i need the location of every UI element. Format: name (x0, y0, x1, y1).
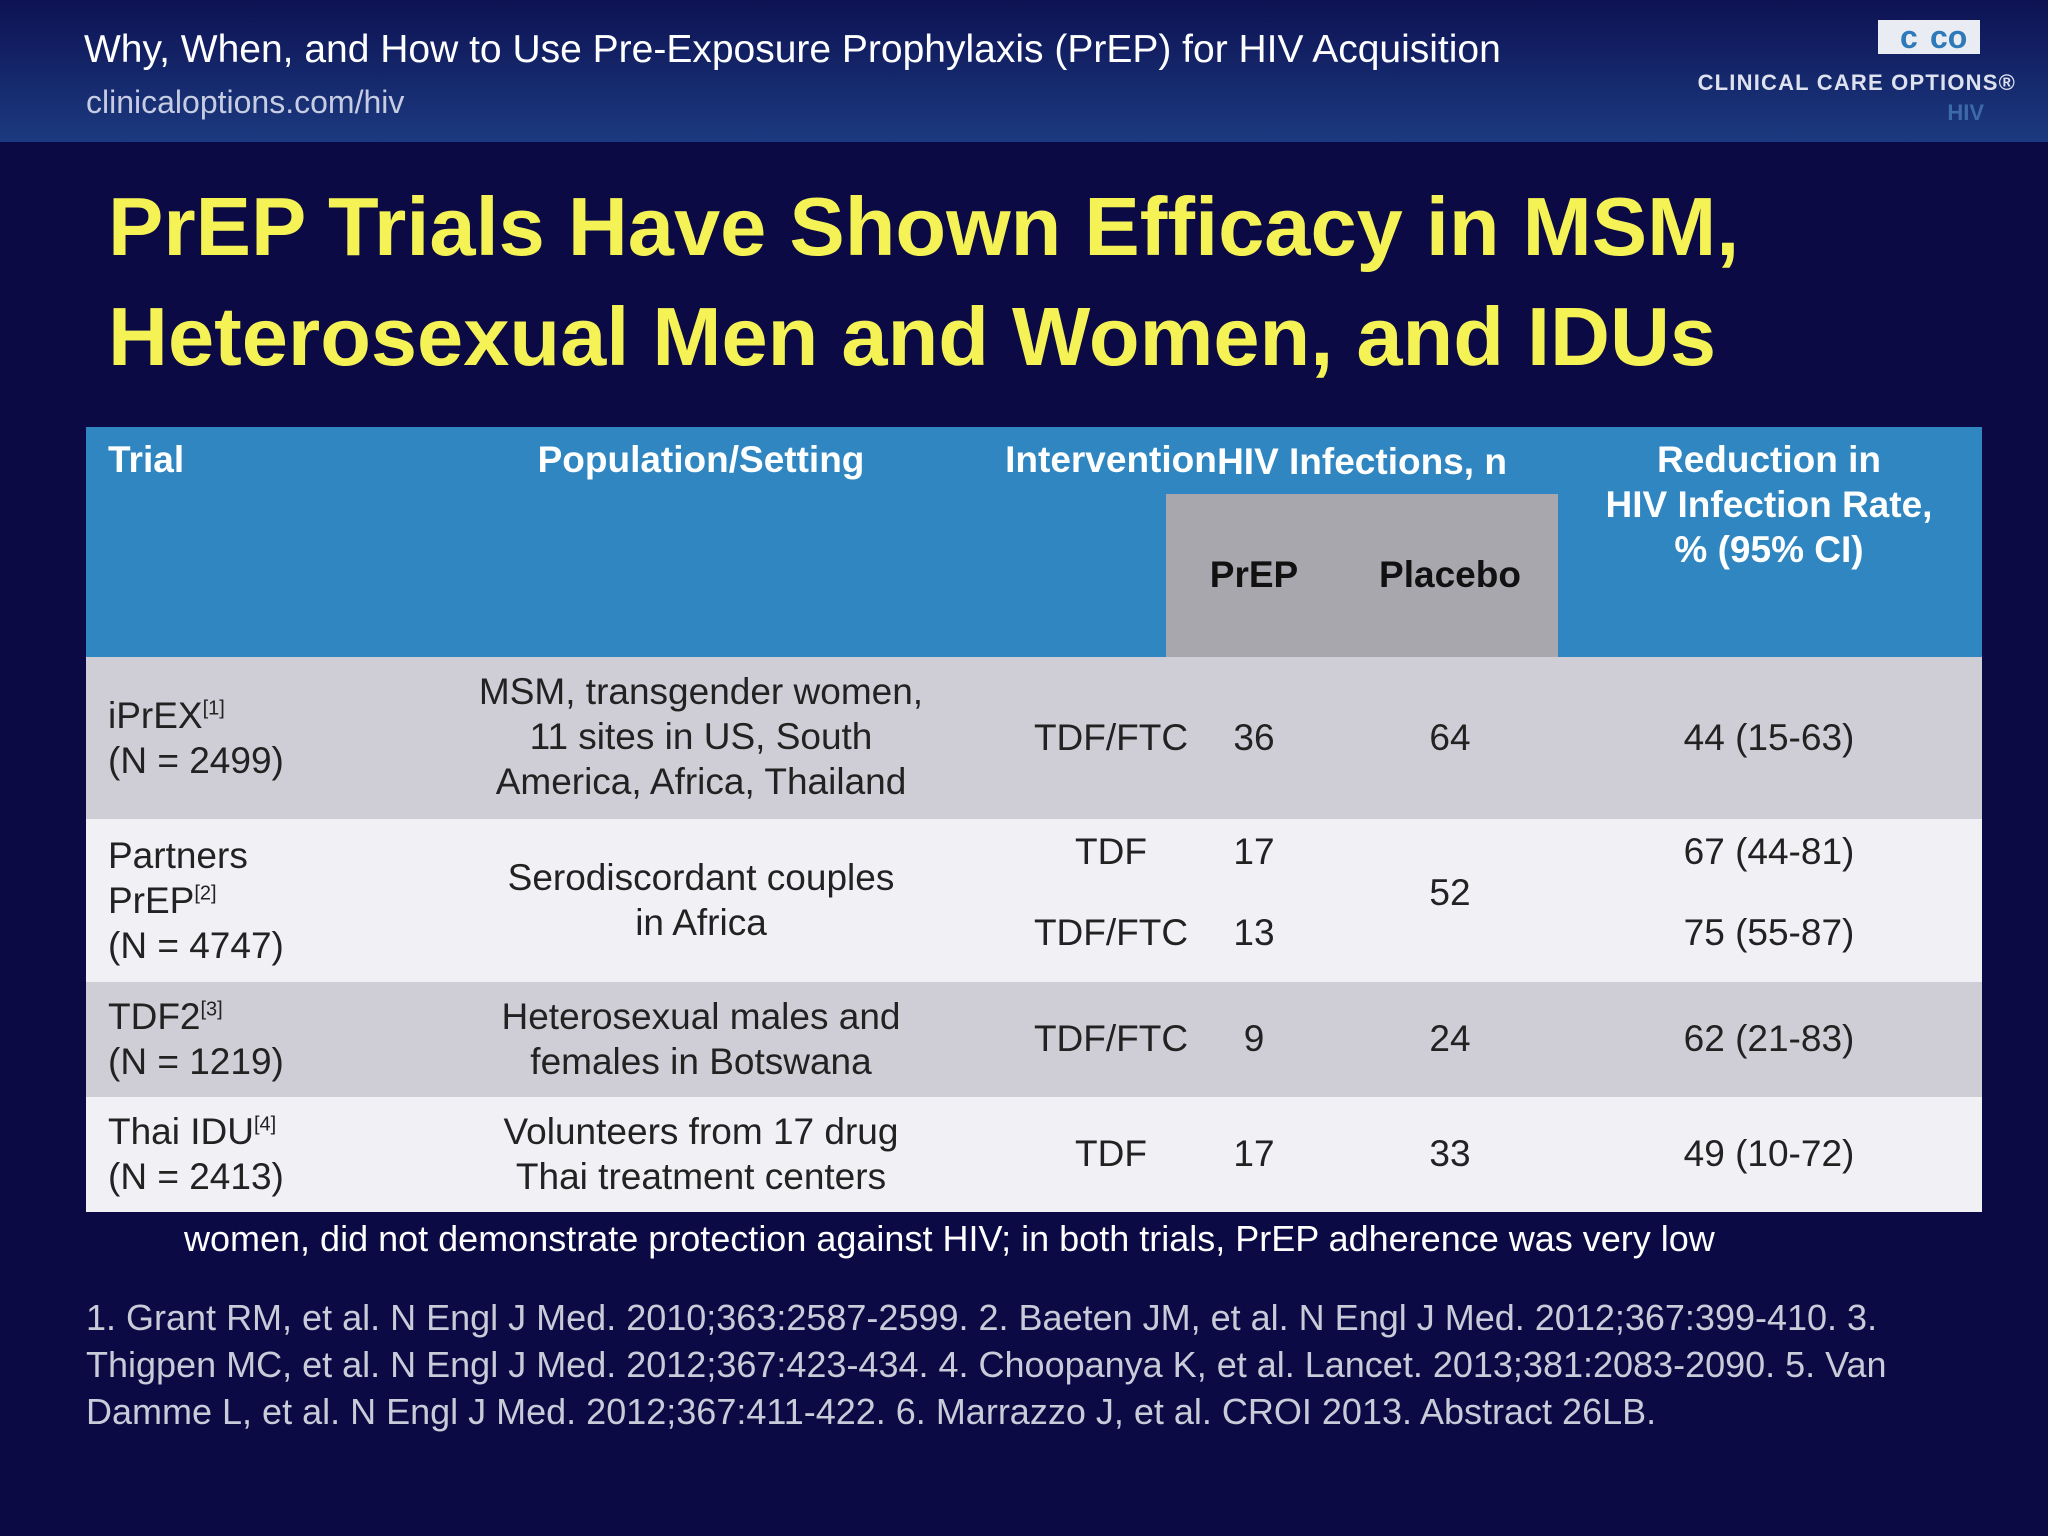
table-row-iprex: iPrEX[1] (N = 2499) MSM, transgender wom… (86, 657, 1982, 819)
header-reduction: Reduction in HIV Infection Rate, % (95% … (1556, 437, 1982, 572)
logo-mark: c co (1878, 19, 1980, 55)
intervention-cell: TDF (1075, 1133, 1147, 1174)
trial-name: Thai IDU (108, 1111, 254, 1152)
trial-ref: [4] (253, 1113, 277, 1136)
intervention-cell-tdf: TDF (1075, 831, 1147, 872)
logo-name: CLINICAL CARE OPTIONS® (1697, 70, 2016, 95)
trial-cell: iPrEX[1] (N = 2499) (108, 693, 284, 783)
trial-n: (N = 2499) (108, 740, 284, 781)
reduction-cell: 62 (21-83) (1683, 1018, 1855, 1059)
header-trial: Trial (108, 439, 185, 480)
logo-mark-left: c (1900, 19, 1918, 55)
header-url: clinicaloptions.com/hiv (86, 84, 405, 120)
clinical-care-options-logo: c co CLINICAL CARE OPTIONS® HIV (1690, 18, 2020, 128)
references: 1. Grant RM, et al. N Engl J Med. 2010;3… (86, 1297, 1887, 1432)
trial-cell: TDF2[3] (N = 1219) (108, 994, 284, 1084)
population-line: 11 sites in US, South (529, 716, 873, 757)
intervention-cell-tdf-ftc: TDF/FTC (1033, 912, 1189, 953)
header-subgroup: PrEP Placebo (1166, 494, 1558, 657)
population-line: Thai treatment centers (515, 1156, 887, 1197)
logo-mark-right: co (1930, 19, 1968, 55)
reduction-cell-tdf-ftc: 75 (55-87) (1683, 912, 1855, 953)
slide-title: PrEP Trials Have Shown Efficacy in MSM, … (108, 172, 1988, 392)
placebo-cell: 64 (1429, 717, 1471, 758)
table-row-partners-prep: Partners PrEP[2] (N = 4747) Serodiscorda… (86, 819, 1982, 982)
trial-ref: [2] (194, 882, 217, 905)
trial-ref: [3] (200, 998, 223, 1021)
header-reduction-line-1: Reduction in (1656, 439, 1882, 480)
header-reduction-line-2: HIV Infection Rate, (1605, 484, 1933, 525)
trial-n: (N = 2413) (108, 1156, 284, 1197)
prep-cell: 36 (1233, 717, 1275, 758)
trial-cell: Partners PrEP[2] (N = 4747) (108, 833, 284, 968)
prep-cell-tdf: 17 (1233, 831, 1275, 872)
header-title: Why, When, and How to Use Pre-Exposure P… (84, 28, 1501, 71)
population-cell: Volunteers from 17 drug Thai treatment c… (376, 1109, 1026, 1199)
prep-cell-tdf-ftc: 13 (1233, 912, 1275, 953)
population-cell: Heterosexual males and females in Botswa… (376, 994, 1026, 1084)
population-cell: Serodiscordant couples in Africa (376, 855, 1026, 945)
placebo-cell: 24 (1429, 1018, 1471, 1059)
header-hiv-infections: HIV Infections, n (1217, 441, 1507, 482)
prep-cell: 17 (1233, 1133, 1275, 1174)
reduction-cell: 49 (10-72) (1683, 1133, 1855, 1174)
population-cell: MSM, transgender women, 11 sites in US, … (376, 669, 1026, 804)
intervention-cell: TDF/FTC (1033, 717, 1189, 758)
reduction-cell-tdf: 67 (44-81) (1683, 831, 1855, 872)
trial-n: (N = 4747) (108, 925, 284, 966)
trial-name: PrEP (108, 880, 195, 921)
header-reduction-line-3: % (95% CI) (1674, 529, 1864, 570)
logo-sub: HIV (1947, 100, 1984, 125)
table-header: Trial Population/Setting Intervention HI… (86, 427, 1982, 657)
population-line: Heterosexual males and (501, 996, 901, 1037)
placebo-cell: 52 (1429, 872, 1471, 913)
prep-cell: 9 (1243, 1018, 1265, 1059)
placebo-cell: 33 (1429, 1133, 1471, 1174)
population-line: Serodiscordant couples (507, 857, 895, 898)
population-line: Volunteers from 17 drug (503, 1111, 899, 1152)
slide-header: Why, When, and How to Use Pre-Exposure P… (0, 0, 2048, 142)
trials-table: Trial Population/Setting Intervention HI… (86, 427, 1982, 1212)
reduction-cell: 44 (15-63) (1683, 717, 1855, 758)
trial-n: (N = 1219) (108, 1041, 284, 1082)
table-row-thai-idu: Thai IDU[4] (N = 2413) Volunteers from 1… (86, 1097, 1982, 1212)
footnote: women, did not demonstrate protection ag… (184, 1218, 1715, 1259)
trial-name: iPrEX (108, 695, 203, 736)
slide-title-line-2: Heterosexual Men and Women, and IDUs (108, 290, 1717, 383)
header-population: Population/Setting (537, 439, 865, 480)
header-prep: PrEP (1209, 554, 1299, 595)
trial-cell: Thai IDU[4] (N = 2413) (108, 1109, 284, 1199)
intervention-cell: TDF/FTC (1033, 1018, 1189, 1059)
population-line: MSM, transgender women, (478, 671, 924, 712)
trial-ref: [1] (202, 697, 225, 720)
population-line: females in Botswana (530, 1041, 872, 1082)
population-line: America, Africa, Thailand (495, 761, 907, 802)
header-intervention: Intervention (1005, 439, 1217, 480)
slide-title-line-1: PrEP Trials Have Shown Efficacy in MSM, (108, 180, 1740, 273)
population-line: in Africa (635, 902, 767, 943)
header-placebo: Placebo (1379, 554, 1521, 595)
table-row-tdf2: TDF2[3] (N = 1219) Heterosexual males an… (86, 982, 1982, 1097)
trial-name-line: Partners (108, 835, 248, 876)
trial-name: TDF2 (108, 996, 201, 1037)
